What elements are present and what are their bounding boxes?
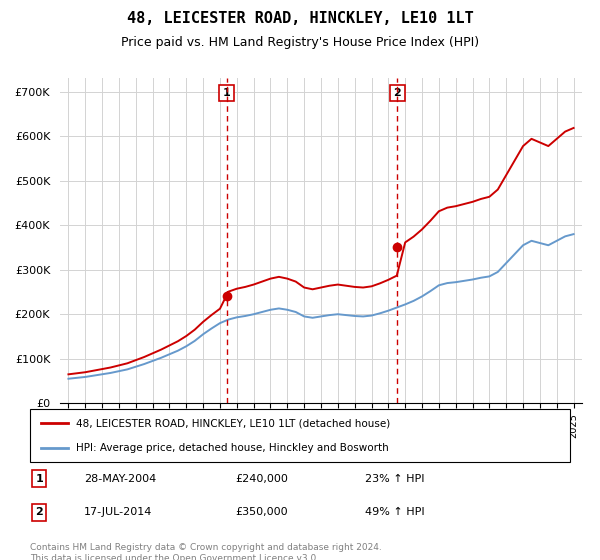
Text: 48, LEICESTER ROAD, HINCKLEY, LE10 1LT (detached house): 48, LEICESTER ROAD, HINCKLEY, LE10 1LT (… (76, 418, 390, 428)
Text: HPI: Average price, detached house, Hinckley and Bosworth: HPI: Average price, detached house, Hinc… (76, 442, 389, 452)
Text: £240,000: £240,000 (235, 474, 288, 484)
Text: 1: 1 (35, 474, 43, 484)
Text: 23% ↑ HPI: 23% ↑ HPI (365, 474, 424, 484)
Text: 1: 1 (223, 88, 230, 98)
Text: Price paid vs. HM Land Registry's House Price Index (HPI): Price paid vs. HM Land Registry's House … (121, 36, 479, 49)
Text: 17-JUL-2014: 17-JUL-2014 (84, 507, 152, 517)
Text: 2: 2 (35, 507, 43, 517)
Text: 49% ↑ HPI: 49% ↑ HPI (365, 507, 424, 517)
Text: 2: 2 (394, 88, 401, 98)
FancyBboxPatch shape (30, 409, 570, 462)
Text: £350,000: £350,000 (235, 507, 288, 517)
Text: Contains HM Land Registry data © Crown copyright and database right 2024.
This d: Contains HM Land Registry data © Crown c… (30, 543, 382, 560)
Text: 28-MAY-2004: 28-MAY-2004 (84, 474, 156, 484)
Text: 48, LEICESTER ROAD, HINCKLEY, LE10 1LT: 48, LEICESTER ROAD, HINCKLEY, LE10 1LT (127, 11, 473, 26)
